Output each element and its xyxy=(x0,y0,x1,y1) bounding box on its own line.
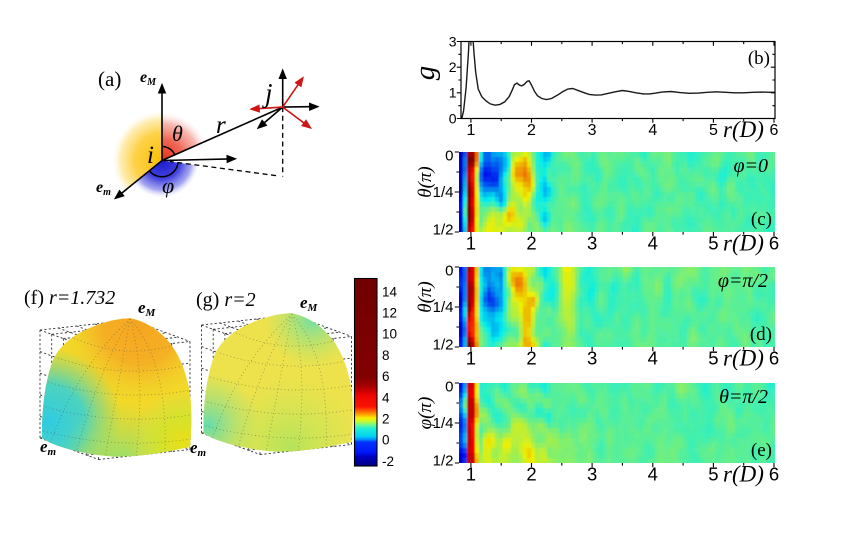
svg-text:4: 4 xyxy=(648,122,657,139)
svg-text:5: 5 xyxy=(709,122,718,139)
svg-text:6: 6 xyxy=(769,348,779,369)
svg-text:6: 6 xyxy=(769,464,779,485)
svg-text:2: 2 xyxy=(449,59,457,75)
svg-text:5: 5 xyxy=(708,464,718,485)
svg-text:1: 1 xyxy=(466,464,476,485)
svg-text:14: 14 xyxy=(382,284,398,299)
svg-text:2: 2 xyxy=(382,412,390,427)
svg-text:12: 12 xyxy=(382,306,397,321)
svg-text:(c): (c) xyxy=(751,209,772,230)
svg-text:r(D): r(D) xyxy=(723,117,764,142)
svg-text:10: 10 xyxy=(382,327,397,342)
svg-text:r(D): r(D) xyxy=(723,231,764,256)
svg-text:0: 0 xyxy=(445,148,453,165)
svg-text:-2: -2 xyxy=(382,454,394,469)
svg-text:4: 4 xyxy=(648,464,658,485)
svg-text:g: g xyxy=(409,66,441,81)
svg-text:φ: φ xyxy=(162,173,174,198)
svg-text:φ(π): φ(π) xyxy=(415,397,436,430)
svg-text:4: 4 xyxy=(648,348,658,369)
svg-text:2: 2 xyxy=(527,122,536,139)
svg-text:φ=π/2: φ=π/2 xyxy=(718,270,768,292)
svg-text:r: r xyxy=(216,112,226,139)
svg-text:r(D): r(D) xyxy=(723,462,764,487)
svg-text:1: 1 xyxy=(449,85,457,101)
svg-text:(e): (e) xyxy=(751,440,772,461)
svg-text:(b): (b) xyxy=(748,48,770,69)
svg-text:(g) r=2: (g) r=2 xyxy=(196,289,256,311)
svg-text:0: 0 xyxy=(382,433,390,448)
svg-text:θ(π): θ(π) xyxy=(415,281,436,313)
svg-text:(d): (d) xyxy=(750,324,772,345)
svg-text:3: 3 xyxy=(449,33,457,49)
svg-text:1/4: 1/4 xyxy=(433,415,454,432)
svg-text:8: 8 xyxy=(382,348,390,363)
svg-text:0: 0 xyxy=(445,263,453,280)
svg-text:1: 1 xyxy=(466,122,475,139)
svg-text:3: 3 xyxy=(587,348,597,369)
svg-text:1/4: 1/4 xyxy=(433,299,454,316)
svg-text:3: 3 xyxy=(587,233,597,254)
svg-text:1/2: 1/2 xyxy=(433,453,454,470)
svg-text:(a): (a) xyxy=(98,67,121,91)
svg-text:1: 1 xyxy=(466,233,476,254)
svg-text:0: 0 xyxy=(445,379,453,396)
svg-text:θ: θ xyxy=(172,121,183,146)
svg-text:3: 3 xyxy=(588,122,597,139)
svg-text:j: j xyxy=(262,78,273,108)
svg-text:θ=π/2: θ=π/2 xyxy=(719,386,768,408)
svg-text:(f) r=1.732: (f) r=1.732 xyxy=(24,287,115,309)
svg-text:6: 6 xyxy=(382,369,390,384)
svg-text:1/2: 1/2 xyxy=(433,337,454,354)
svg-text:0: 0 xyxy=(449,110,457,126)
svg-text:1: 1 xyxy=(466,348,476,369)
svg-text:4: 4 xyxy=(382,390,390,405)
svg-text:r(D): r(D) xyxy=(723,346,764,371)
svg-text:5: 5 xyxy=(708,233,718,254)
svg-text:2: 2 xyxy=(526,348,536,369)
svg-text:1/4: 1/4 xyxy=(433,184,454,201)
svg-text:φ=0: φ=0 xyxy=(733,155,768,177)
svg-text:2: 2 xyxy=(526,233,536,254)
svg-text:4: 4 xyxy=(648,233,658,254)
svg-text:θ(π): θ(π) xyxy=(415,166,436,198)
svg-text:6: 6 xyxy=(770,122,779,139)
svg-text:6: 6 xyxy=(769,233,779,254)
svg-text:3: 3 xyxy=(587,464,597,485)
svg-text:5: 5 xyxy=(708,348,718,369)
svg-text:1/2: 1/2 xyxy=(433,222,454,239)
svg-text:i: i xyxy=(147,142,154,169)
svg-text:2: 2 xyxy=(526,464,536,485)
